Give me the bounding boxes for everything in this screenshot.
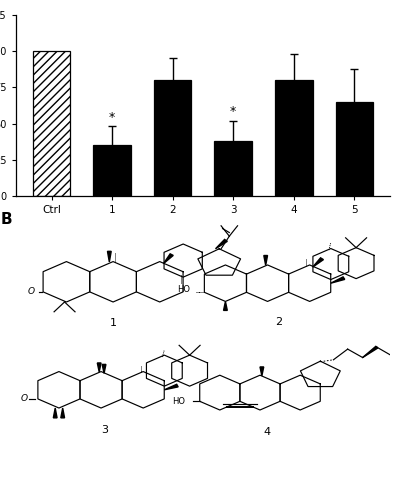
Text: B: B xyxy=(1,212,13,226)
Polygon shape xyxy=(331,277,345,283)
Text: O: O xyxy=(27,288,35,296)
Text: $\mathit{2}$: $\mathit{2}$ xyxy=(275,316,283,328)
Polygon shape xyxy=(313,258,324,267)
Polygon shape xyxy=(224,302,227,310)
Polygon shape xyxy=(98,363,101,372)
Text: *: * xyxy=(109,110,115,124)
Text: $\mathit{1}$: $\mathit{1}$ xyxy=(109,316,117,328)
Text: HO: HO xyxy=(172,397,185,406)
Text: $\mathit{4}$: $\mathit{4}$ xyxy=(263,424,272,436)
Polygon shape xyxy=(164,384,178,390)
Bar xyxy=(275,80,312,196)
Text: HO: HO xyxy=(177,285,190,294)
Polygon shape xyxy=(363,346,378,358)
Bar xyxy=(94,146,131,196)
Bar xyxy=(215,141,252,196)
Polygon shape xyxy=(107,252,111,262)
Polygon shape xyxy=(102,364,106,374)
Polygon shape xyxy=(53,408,57,418)
Text: O: O xyxy=(21,394,28,404)
Polygon shape xyxy=(61,408,64,418)
Polygon shape xyxy=(264,256,267,266)
Polygon shape xyxy=(215,240,227,249)
Text: *: * xyxy=(230,105,236,118)
Polygon shape xyxy=(164,254,173,264)
Polygon shape xyxy=(260,367,264,376)
Bar xyxy=(336,102,373,196)
Bar xyxy=(154,80,191,196)
Text: $\mathit{3}$: $\mathit{3}$ xyxy=(101,422,109,434)
Bar xyxy=(33,51,70,196)
